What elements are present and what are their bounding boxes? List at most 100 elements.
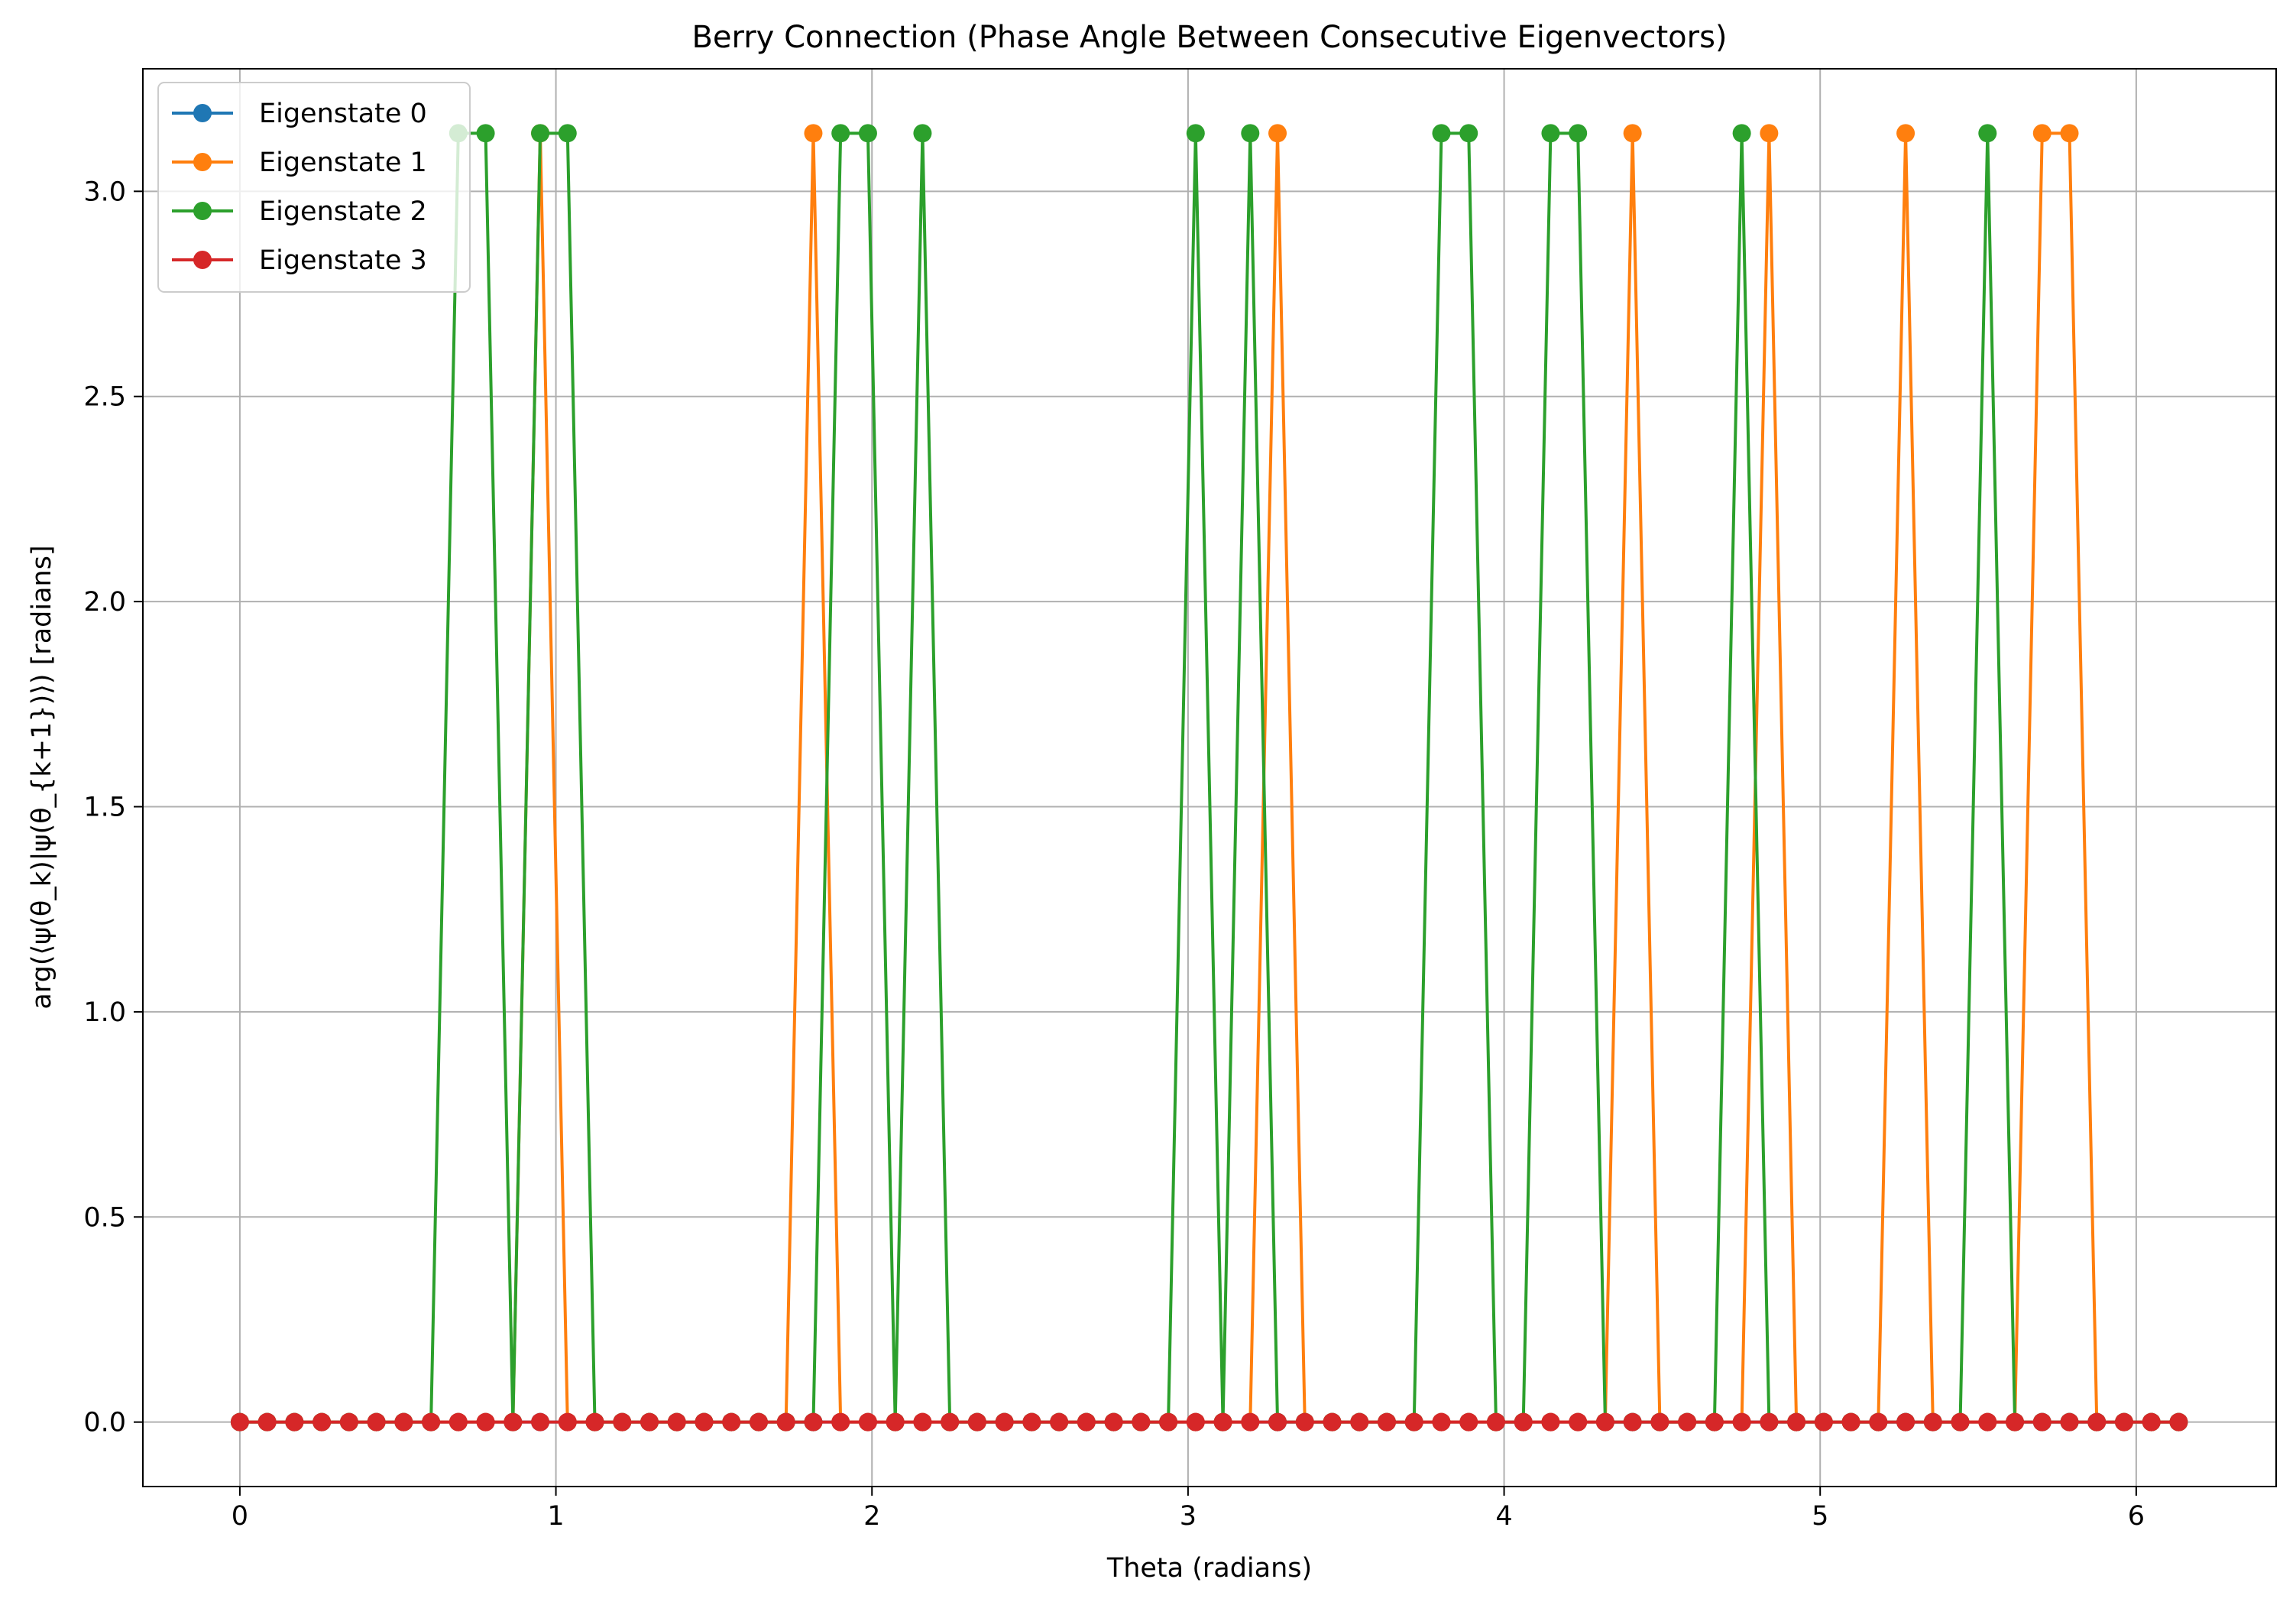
data-point: [476, 124, 495, 143]
legend-label: Eigenstate 2: [259, 196, 427, 227]
data-point: [1104, 1412, 1123, 1432]
data-point: [667, 1412, 686, 1432]
data-point: [2142, 1412, 2161, 1432]
data-point: [585, 1412, 604, 1432]
legend-box: [157, 82, 471, 293]
data-point: [1896, 124, 1915, 143]
data-point: [913, 1412, 932, 1432]
data-point: [2087, 1412, 2107, 1432]
data-point: [1732, 124, 1751, 143]
data-point: [831, 1412, 850, 1432]
data-point: [995, 1412, 1014, 1432]
legend-marker: [193, 202, 212, 220]
data-point: [1869, 1412, 1888, 1432]
data-point: [1404, 1412, 1423, 1432]
data-point: [1923, 1412, 1942, 1432]
data-point: [531, 1412, 550, 1432]
data-point: [1241, 124, 1260, 143]
legend-item: Eigenstate 2: [172, 196, 427, 227]
data-point: [1978, 1412, 1997, 1432]
data-point: [1241, 1412, 1260, 1432]
data-point: [313, 1412, 332, 1432]
y-tick-label: 1.0: [83, 997, 126, 1028]
data-point: [1268, 124, 1287, 143]
data-point: [1295, 1412, 1314, 1432]
legend-item: Eigenstate 1: [172, 148, 427, 178]
data-point: [367, 1412, 386, 1432]
data-point: [2114, 1412, 2133, 1432]
data-point: [1732, 1412, 1751, 1432]
data-point: [339, 1412, 358, 1432]
data-point: [2060, 1412, 2079, 1432]
data-point: [1378, 1412, 1397, 1432]
data-point: [449, 1412, 468, 1432]
data-point: [1841, 1412, 1860, 1432]
x-tick-label: 1: [547, 1501, 564, 1532]
data-point: [749, 1412, 768, 1432]
data-point: [722, 1412, 741, 1432]
data-point: [1896, 1412, 1915, 1432]
y-tick-label: 3.0: [83, 177, 126, 207]
data-point: [1814, 1412, 1833, 1432]
data-point: [476, 1412, 495, 1432]
data-point: [1459, 1412, 1478, 1432]
x-axis-ticks: 0 1 2 3 4 5 6: [232, 1487, 2145, 1532]
data-point: [613, 1412, 632, 1432]
plot-series: [230, 124, 2188, 1432]
data-point: [967, 1412, 986, 1432]
legend-item: Eigenstate 0: [172, 99, 427, 129]
data-point: [2006, 1412, 2025, 1432]
data-point: [858, 124, 877, 143]
data-point: [1978, 124, 1997, 143]
data-point: [1323, 1412, 1342, 1432]
data-point: [2060, 124, 2079, 143]
y-tick-label: 0.0: [83, 1408, 126, 1438]
y-tick-label: 2.0: [83, 587, 126, 618]
data-point: [1569, 124, 1588, 143]
data-point: [640, 1412, 659, 1432]
legend-label: Eigenstate 0: [259, 99, 427, 129]
data-point: [858, 1412, 877, 1432]
data-point: [1760, 1412, 1779, 1432]
y-axis-ticks: 0.0 0.5 1.0 1.5 2.0 2.5 3.0: [83, 177, 143, 1438]
data-point: [1050, 1412, 1069, 1432]
data-point: [1132, 1412, 1151, 1432]
data-point: [804, 1412, 823, 1432]
data-point: [2169, 1412, 2188, 1432]
data-point: [1268, 1412, 1287, 1432]
data-point: [831, 124, 850, 143]
x-tick-label: 6: [2128, 1501, 2145, 1532]
data-point: [1623, 1412, 1642, 1432]
legend: Eigenstate 0 Eigenstate 1 Eigenstate 2 Eige…: [157, 82, 471, 293]
data-point: [1514, 1412, 1533, 1432]
data-point: [1186, 124, 1205, 143]
data-point: [230, 1412, 249, 1432]
legend-label: Eigenstate 3: [259, 245, 427, 276]
data-point: [1787, 1412, 1806, 1432]
data-point: [257, 1412, 277, 1432]
data-point: [1541, 1412, 1560, 1432]
data-point: [1569, 1412, 1588, 1432]
x-tick-label: 3: [1180, 1501, 1197, 1532]
legend-marker: [193, 153, 212, 171]
x-tick-label: 5: [1812, 1501, 1828, 1532]
data-point: [1705, 1412, 1724, 1432]
data-point: [776, 1412, 795, 1432]
data-point: [941, 1412, 960, 1432]
plot-frame: [142, 68, 2277, 1487]
data-point: [1432, 124, 1451, 143]
data-point: [1022, 1412, 1041, 1432]
data-point: [531, 124, 550, 143]
data-point: [886, 1412, 905, 1432]
legend-marker: [193, 104, 212, 122]
x-tick-label: 4: [1495, 1501, 1512, 1532]
data-point: [1650, 1412, 1669, 1432]
y-tick-label: 2.5: [83, 382, 126, 413]
data-point: [913, 124, 932, 143]
data-point: [1186, 1412, 1205, 1432]
data-point: [394, 1412, 413, 1432]
x-tick-label: 0: [232, 1501, 248, 1532]
data-point: [804, 124, 823, 143]
data-point: [1541, 124, 1560, 143]
